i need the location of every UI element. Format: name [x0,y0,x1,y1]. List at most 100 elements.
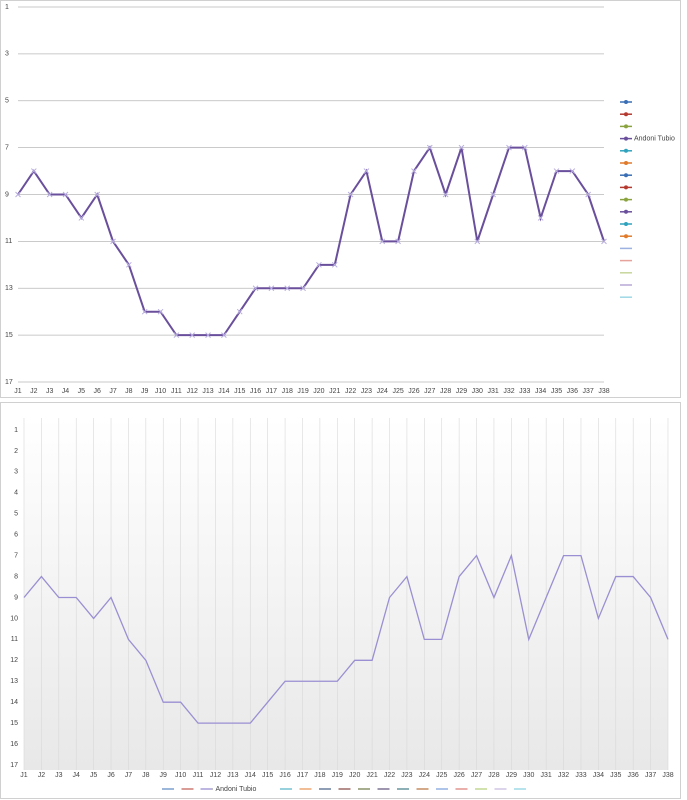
x-tick-label: J3 [46,388,54,395]
x-tick-label: J12 [187,388,198,395]
point-marker [521,144,528,151]
x-tick-label: J2 [30,388,38,395]
y-tick-label: 13 [10,678,18,685]
legend-marker [624,124,628,129]
x-tick-label: J10 [175,772,186,779]
point-marker [585,191,592,198]
point-marker [205,332,211,338]
y-tick-label: 8 [14,573,18,580]
x-tick-label: J25 [392,388,403,395]
x-tick-label: J30 [523,772,534,779]
point-marker [316,261,322,268]
x-tick-label: J27 [471,772,482,779]
x-tick-label: J38 [662,772,673,779]
y-tick-label: 9 [5,191,9,198]
legend-marker [624,234,628,239]
y-tick-label: 11 [5,238,12,245]
point-marker [474,238,481,245]
x-tick-label: J11 [193,772,204,779]
point-marker [46,191,53,198]
x-tick-label: J28 [440,388,451,395]
x-tick-label: J19 [332,772,343,779]
x-tick-label: J11 [171,388,182,395]
x-tick-label: J36 [628,772,639,779]
x-tick-label: J34 [593,772,604,779]
x-tick-label: J12 [210,772,221,779]
point-marker [379,238,386,245]
point-marker [300,285,306,292]
x-tick-label: J29 [506,772,517,779]
point-marker [458,144,465,151]
point-marker [236,308,243,315]
point-marker [347,191,354,198]
x-tick-label: J24 [419,772,430,779]
y-tick-label: 10 [10,615,18,622]
x-tick-label: J9 [160,772,168,779]
legend-marker [624,185,628,190]
y-tick-label: 13 [5,285,13,292]
point-marker [252,285,259,292]
x-tick-label: J23 [361,388,372,395]
y-tick-label: 5 [14,511,18,518]
x-tick-label: J7 [125,772,133,779]
y-tick-label: 14 [10,699,18,706]
x-tick-label: J18 [314,772,325,779]
point-marker [537,215,544,221]
y-tick-label: 1 [5,4,9,11]
x-tick-label: J34 [535,388,546,395]
x-tick-label: J9 [141,388,149,395]
y-tick-label: 4 [14,490,18,497]
legend-marker [624,100,628,104]
x-tick-label: J28 [488,772,499,779]
point-marker [221,332,227,338]
x-tick-label: J13 [227,772,238,779]
legend-marker [624,197,628,202]
point-marker [173,332,180,338]
x-tick-label: J31 [541,772,552,779]
point-marker [331,261,338,268]
plot-background [24,418,668,770]
x-tick-label: J18 [282,388,293,395]
x-tick-label: J7 [109,388,117,395]
x-tick-label: J26 [408,388,419,395]
y-tick-label: 3 [5,51,9,58]
point-marker [94,191,101,198]
x-tick-label: J6 [107,772,115,779]
x-tick-label: J38 [598,388,609,395]
point-marker [553,168,560,174]
x-tick-label: J27 [424,388,435,395]
legend-marker [624,148,628,153]
x-tick-label: J24 [377,388,388,395]
legend-marker [624,173,628,178]
line-series [23,553,669,724]
x-tick-label: J1 [14,388,22,395]
point-marker [506,144,512,151]
x-tick-label: J33 [575,772,586,779]
x-tick-label: J29 [456,388,467,395]
chart-frame [0,0,681,398]
y-tick-label: 7 [5,144,9,151]
x-tick-label: J21 [329,388,340,395]
x-tick-label: J37 [583,388,594,395]
x-tick-label: J10 [155,388,166,395]
x-tick-label: J32 [503,388,514,395]
point-marker [569,168,576,174]
x-tick-label: J19 [297,388,308,395]
y-tick-label: 3 [14,469,18,476]
x-tick-label: J5 [78,388,86,395]
y-tick-label: 6 [14,532,18,539]
point-marker [157,308,164,315]
x-tick-label: J4 [73,772,81,779]
y-tick-label: 17 [5,379,13,386]
x-tick-label: J33 [519,388,530,395]
x-tick-label: J6 [93,388,101,395]
x-tick-label: J22 [345,388,356,395]
point-marker [141,308,148,315]
x-tick-label: J25 [436,772,447,779]
x-tick-label: J15 [262,772,273,779]
point-marker [284,285,291,292]
y-tick-label: 5 [5,98,9,105]
x-tick-label: J23 [401,772,412,779]
point-marker [426,144,433,151]
x-tick-label: J35 [551,388,562,395]
